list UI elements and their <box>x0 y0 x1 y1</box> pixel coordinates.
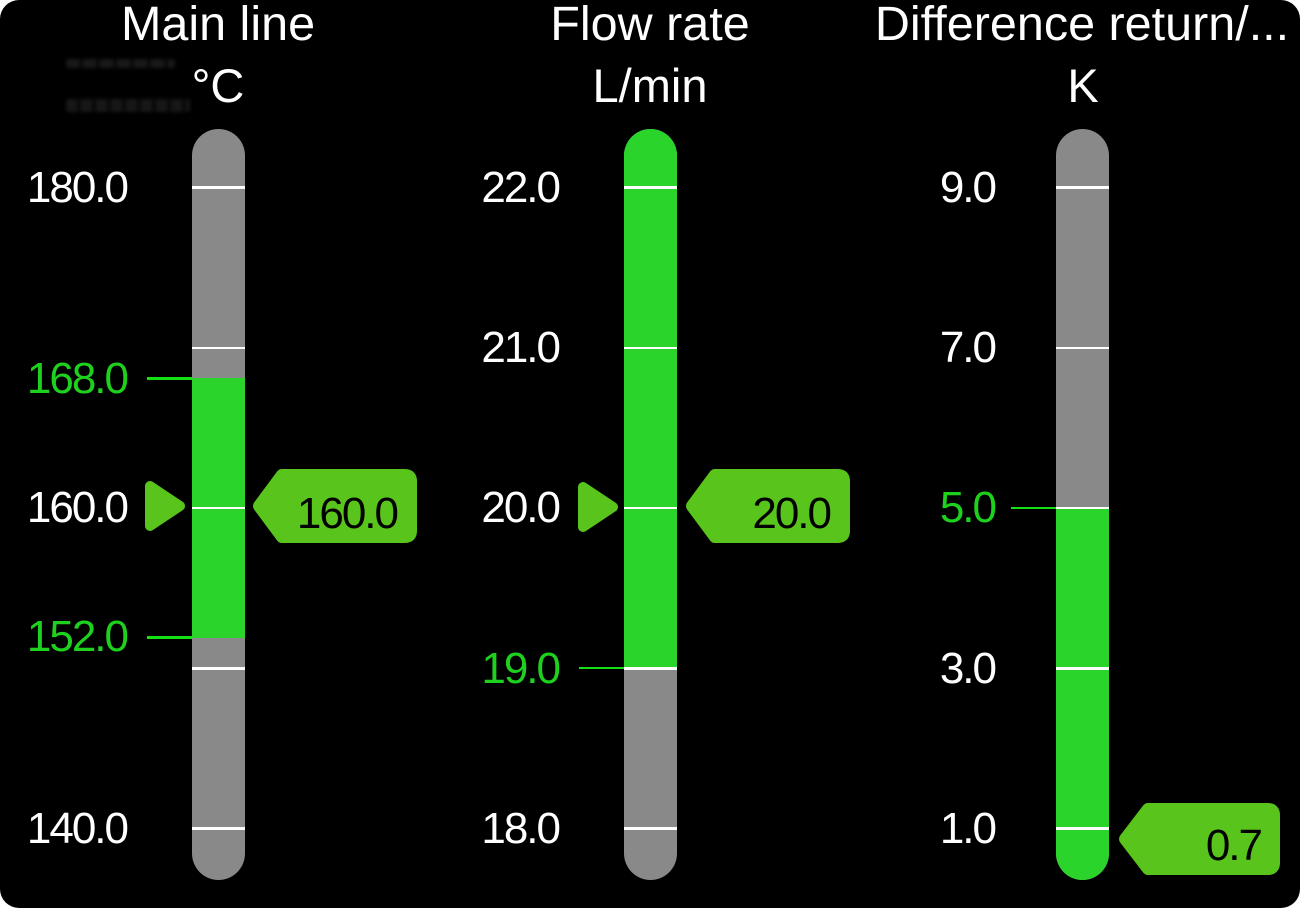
svg-text:0.7: 0.7 <box>1206 821 1262 870</box>
svg-text:160.0: 160.0 <box>297 489 398 538</box>
svg-text:20.0: 20.0 <box>752 489 830 538</box>
